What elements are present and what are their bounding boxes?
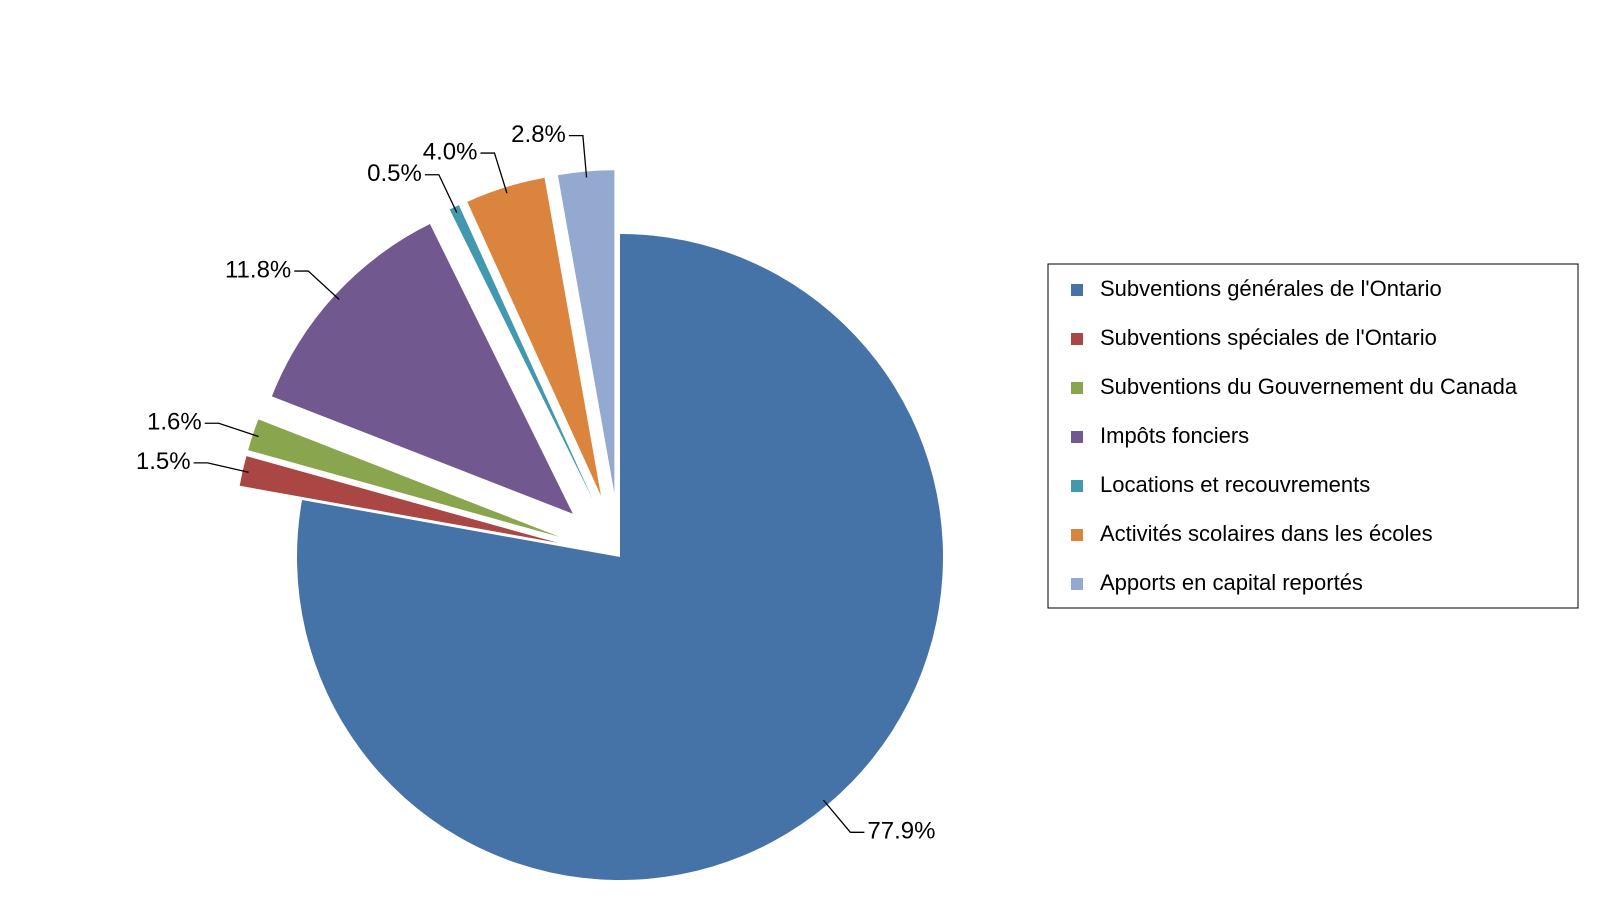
pie-slice-apports-en-capital-reportes [557,170,615,494]
legend-label-subventions-generales-de-l-ontario: Subventions générales de l'Ontario [1100,276,1442,301]
leader-line-subventions-du-gouvernement-du-canada [204,422,259,438]
legend-swatch-impots-fonciers [1071,431,1083,443]
legend-swatch-subventions-generales-de-l-ontario [1071,284,1083,296]
legend-swatch-activites-scolaires-dans-les-ecoles [1071,529,1083,541]
pie-slice-subventions-generales-de-l-ontario [297,234,943,880]
leader-line-activites-scolaires-dans-les-ecoles [480,152,508,194]
leader-line-subventions-generales-de-l-ontario [822,799,865,833]
pie-slices [239,170,943,880]
legend-label-apports-en-capital-reportes: Apports en capital reportés [1100,570,1363,595]
data-label-apports-en-capital-reportes: 2.8% [511,121,566,148]
legend-label-impots-fonciers: Impôts fonciers [1100,423,1249,448]
legend-swatch-locations-et-recouvrements [1071,480,1083,492]
legend-swatch-apports-en-capital-reportes [1071,578,1083,590]
legend: Subventions générales de l'Ontario Subven… [1047,263,1579,609]
pie-slice-impots-fonciers [271,224,573,514]
leader-line-locations-et-recouvrements [424,174,458,213]
legend-label-subventions-speciales-de-l-ontario: Subventions spéciales de l'Ontario [1100,325,1437,350]
legend-label-locations-et-recouvrements: Locations et recouvrements [1100,472,1370,497]
leader-line-apports-en-capital-reportes [568,134,588,178]
pie-slice-subventions-speciales-de-l-ontario [239,456,558,543]
data-label-subventions-generales-de-l-ontario: 77.9% [867,818,935,845]
legend-label-subventions-du-gouvernement-du-canada: Subventions du Gouvernement du Canada [1100,374,1518,399]
pie-slice-subventions-du-gouvernement-du-canada [248,419,560,537]
legend-swatch-subventions-du-gouvernement-du-canada [1071,382,1083,394]
legend-swatch-subventions-speciales-de-l-ontario [1071,333,1083,345]
leader-line-impots-fonciers [294,270,340,300]
leader-line-subventions-speciales-de-l-ontario [193,462,249,473]
legend-label-activites-scolaires-dans-les-ecoles: Activités scolaires dans les écoles [1100,521,1433,546]
label-leader-lines [193,134,865,833]
pie-slice-activites-scolaires-dans-les-ecoles [467,177,602,496]
data-labels: 77.9% 1.5% 1.6% 11.8% 0.5%4.0% 2.8% [136,121,936,845]
data-label-activites-scolaires-dans-les-ecoles: 4.0% [423,138,478,165]
data-label-locations-et-recouvrements: 0.5% [367,160,422,187]
data-label-impots-fonciers: 11.8% [225,256,291,283]
data-label-subventions-speciales-de-l-ontario: 1.5% [136,448,191,475]
legend-border [1047,263,1579,609]
pie-slice-locations-et-recouvrements [449,205,593,500]
data-label-subventions-du-gouvernement-du-canada: 1.6% [147,409,202,436]
